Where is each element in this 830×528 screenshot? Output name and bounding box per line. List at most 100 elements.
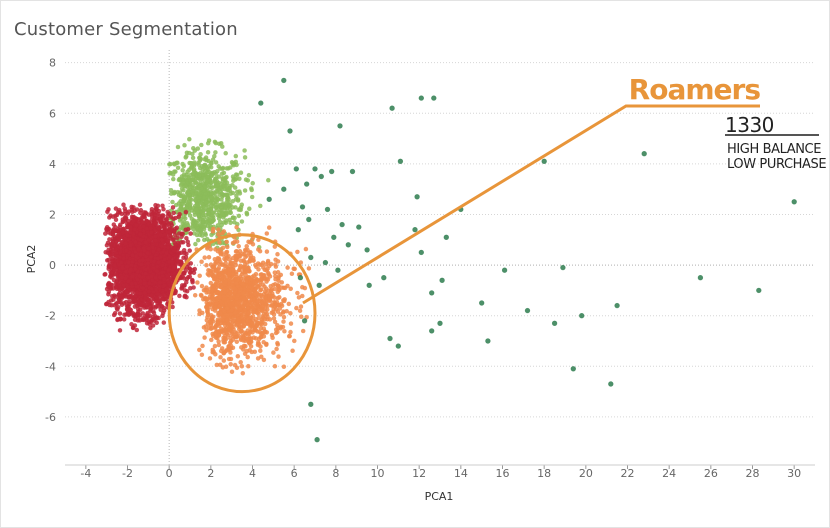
data-point[interactable] xyxy=(210,296,215,301)
data-point[interactable] xyxy=(302,285,308,291)
data-point[interactable] xyxy=(125,211,131,216)
data-point[interactable] xyxy=(175,144,181,150)
data-point[interactable] xyxy=(218,259,223,265)
data-point[interactable] xyxy=(141,315,146,321)
data-point[interactable] xyxy=(244,291,250,297)
data-point[interactable] xyxy=(192,292,198,298)
data-point[interactable] xyxy=(272,363,278,369)
data-point[interactable] xyxy=(250,180,255,186)
data-point[interactable] xyxy=(255,284,261,290)
data-point[interactable] xyxy=(130,325,136,331)
data-point[interactable] xyxy=(276,294,282,300)
data-point[interactable] xyxy=(204,219,209,224)
data-point[interactable] xyxy=(282,328,287,334)
data-point[interactable] xyxy=(251,335,257,340)
data-point[interactable] xyxy=(182,142,187,148)
data-point[interactable] xyxy=(190,155,196,161)
data-point[interactable] xyxy=(183,216,188,221)
data-point[interactable] xyxy=(220,176,226,182)
data-point[interactable] xyxy=(190,151,195,157)
data-point[interactable] xyxy=(106,291,111,297)
data-point[interactable] xyxy=(258,344,263,349)
data-point[interactable] xyxy=(245,268,250,274)
data-point[interactable] xyxy=(251,310,256,315)
data-point[interactable] xyxy=(190,177,195,182)
data-point[interactable] xyxy=(240,370,246,376)
data-point[interactable] xyxy=(141,212,147,217)
data-point[interactable] xyxy=(133,239,138,245)
data-point[interactable] xyxy=(193,180,199,185)
data-point[interactable] xyxy=(180,168,185,173)
data-point[interactable] xyxy=(204,157,209,163)
data-point[interactable] xyxy=(181,248,187,253)
data-point[interactable] xyxy=(273,276,278,282)
data-point[interactable] xyxy=(120,229,126,235)
data-point[interactable] xyxy=(111,267,117,273)
data-point[interactable] xyxy=(205,314,210,320)
data-point[interactable] xyxy=(189,216,195,221)
data-point[interactable] xyxy=(172,245,177,251)
data-point[interactable] xyxy=(172,240,178,246)
data-point[interactable] xyxy=(233,249,239,254)
data-point[interactable] xyxy=(137,318,143,323)
data-point[interactable] xyxy=(249,187,254,193)
data-point[interactable] xyxy=(230,260,235,266)
data-point[interactable] xyxy=(154,320,159,326)
data-point[interactable] xyxy=(131,218,136,224)
data-point[interactable] xyxy=(221,229,227,234)
data-point[interactable] xyxy=(180,161,185,167)
data-point[interactable] xyxy=(212,343,218,349)
data-point[interactable] xyxy=(213,351,218,357)
data-point[interactable] xyxy=(205,309,210,314)
data-point[interactable] xyxy=(195,146,201,151)
data-point[interactable] xyxy=(222,184,228,189)
data-point[interactable] xyxy=(241,319,246,325)
data-point[interactable] xyxy=(121,283,126,288)
data-point[interactable] xyxy=(153,221,158,226)
data-point[interactable] xyxy=(213,325,218,331)
data-point[interactable] xyxy=(171,210,176,216)
data-point[interactable] xyxy=(132,304,138,309)
data-point[interactable] xyxy=(221,287,226,292)
data-point[interactable] xyxy=(135,312,141,318)
data-point[interactable] xyxy=(162,283,167,288)
data-point[interactable] xyxy=(155,256,161,261)
data-point[interactable] xyxy=(221,335,226,341)
data-point[interactable] xyxy=(183,209,189,215)
data-point[interactable] xyxy=(221,220,227,225)
data-point[interactable] xyxy=(257,203,263,209)
data-point[interactable] xyxy=(245,305,251,311)
data-point[interactable] xyxy=(161,277,167,282)
data-point[interactable] xyxy=(242,148,247,153)
data-point[interactable] xyxy=(159,269,165,275)
data-point[interactable] xyxy=(270,335,275,341)
data-point[interactable] xyxy=(126,279,131,284)
data-point[interactable] xyxy=(224,180,230,185)
data-point[interactable] xyxy=(192,197,198,203)
data-point[interactable] xyxy=(253,262,258,268)
data-point[interactable] xyxy=(209,203,214,208)
data-point[interactable] xyxy=(227,290,233,296)
data-point[interactable] xyxy=(161,206,166,212)
data-point[interactable] xyxy=(264,231,270,236)
data-point[interactable] xyxy=(274,299,280,305)
data-point[interactable] xyxy=(253,280,258,285)
data-point[interactable] xyxy=(227,271,232,277)
data-point[interactable] xyxy=(202,296,208,302)
data-point[interactable] xyxy=(153,275,158,281)
data-point[interactable] xyxy=(286,301,292,307)
data-point[interactable] xyxy=(159,237,165,243)
data-point[interactable] xyxy=(182,288,188,293)
data-point[interactable] xyxy=(217,272,222,277)
data-point[interactable] xyxy=(281,319,286,324)
data-point[interactable] xyxy=(144,218,149,224)
data-point[interactable] xyxy=(185,226,191,232)
data-point[interactable] xyxy=(161,292,166,297)
data-point[interactable] xyxy=(298,314,304,320)
data-point[interactable] xyxy=(176,192,182,198)
data-point[interactable] xyxy=(252,291,258,297)
data-point[interactable] xyxy=(128,224,133,230)
data-point[interactable] xyxy=(245,310,251,316)
data-point[interactable] xyxy=(148,230,154,235)
data-point[interactable] xyxy=(156,259,161,265)
